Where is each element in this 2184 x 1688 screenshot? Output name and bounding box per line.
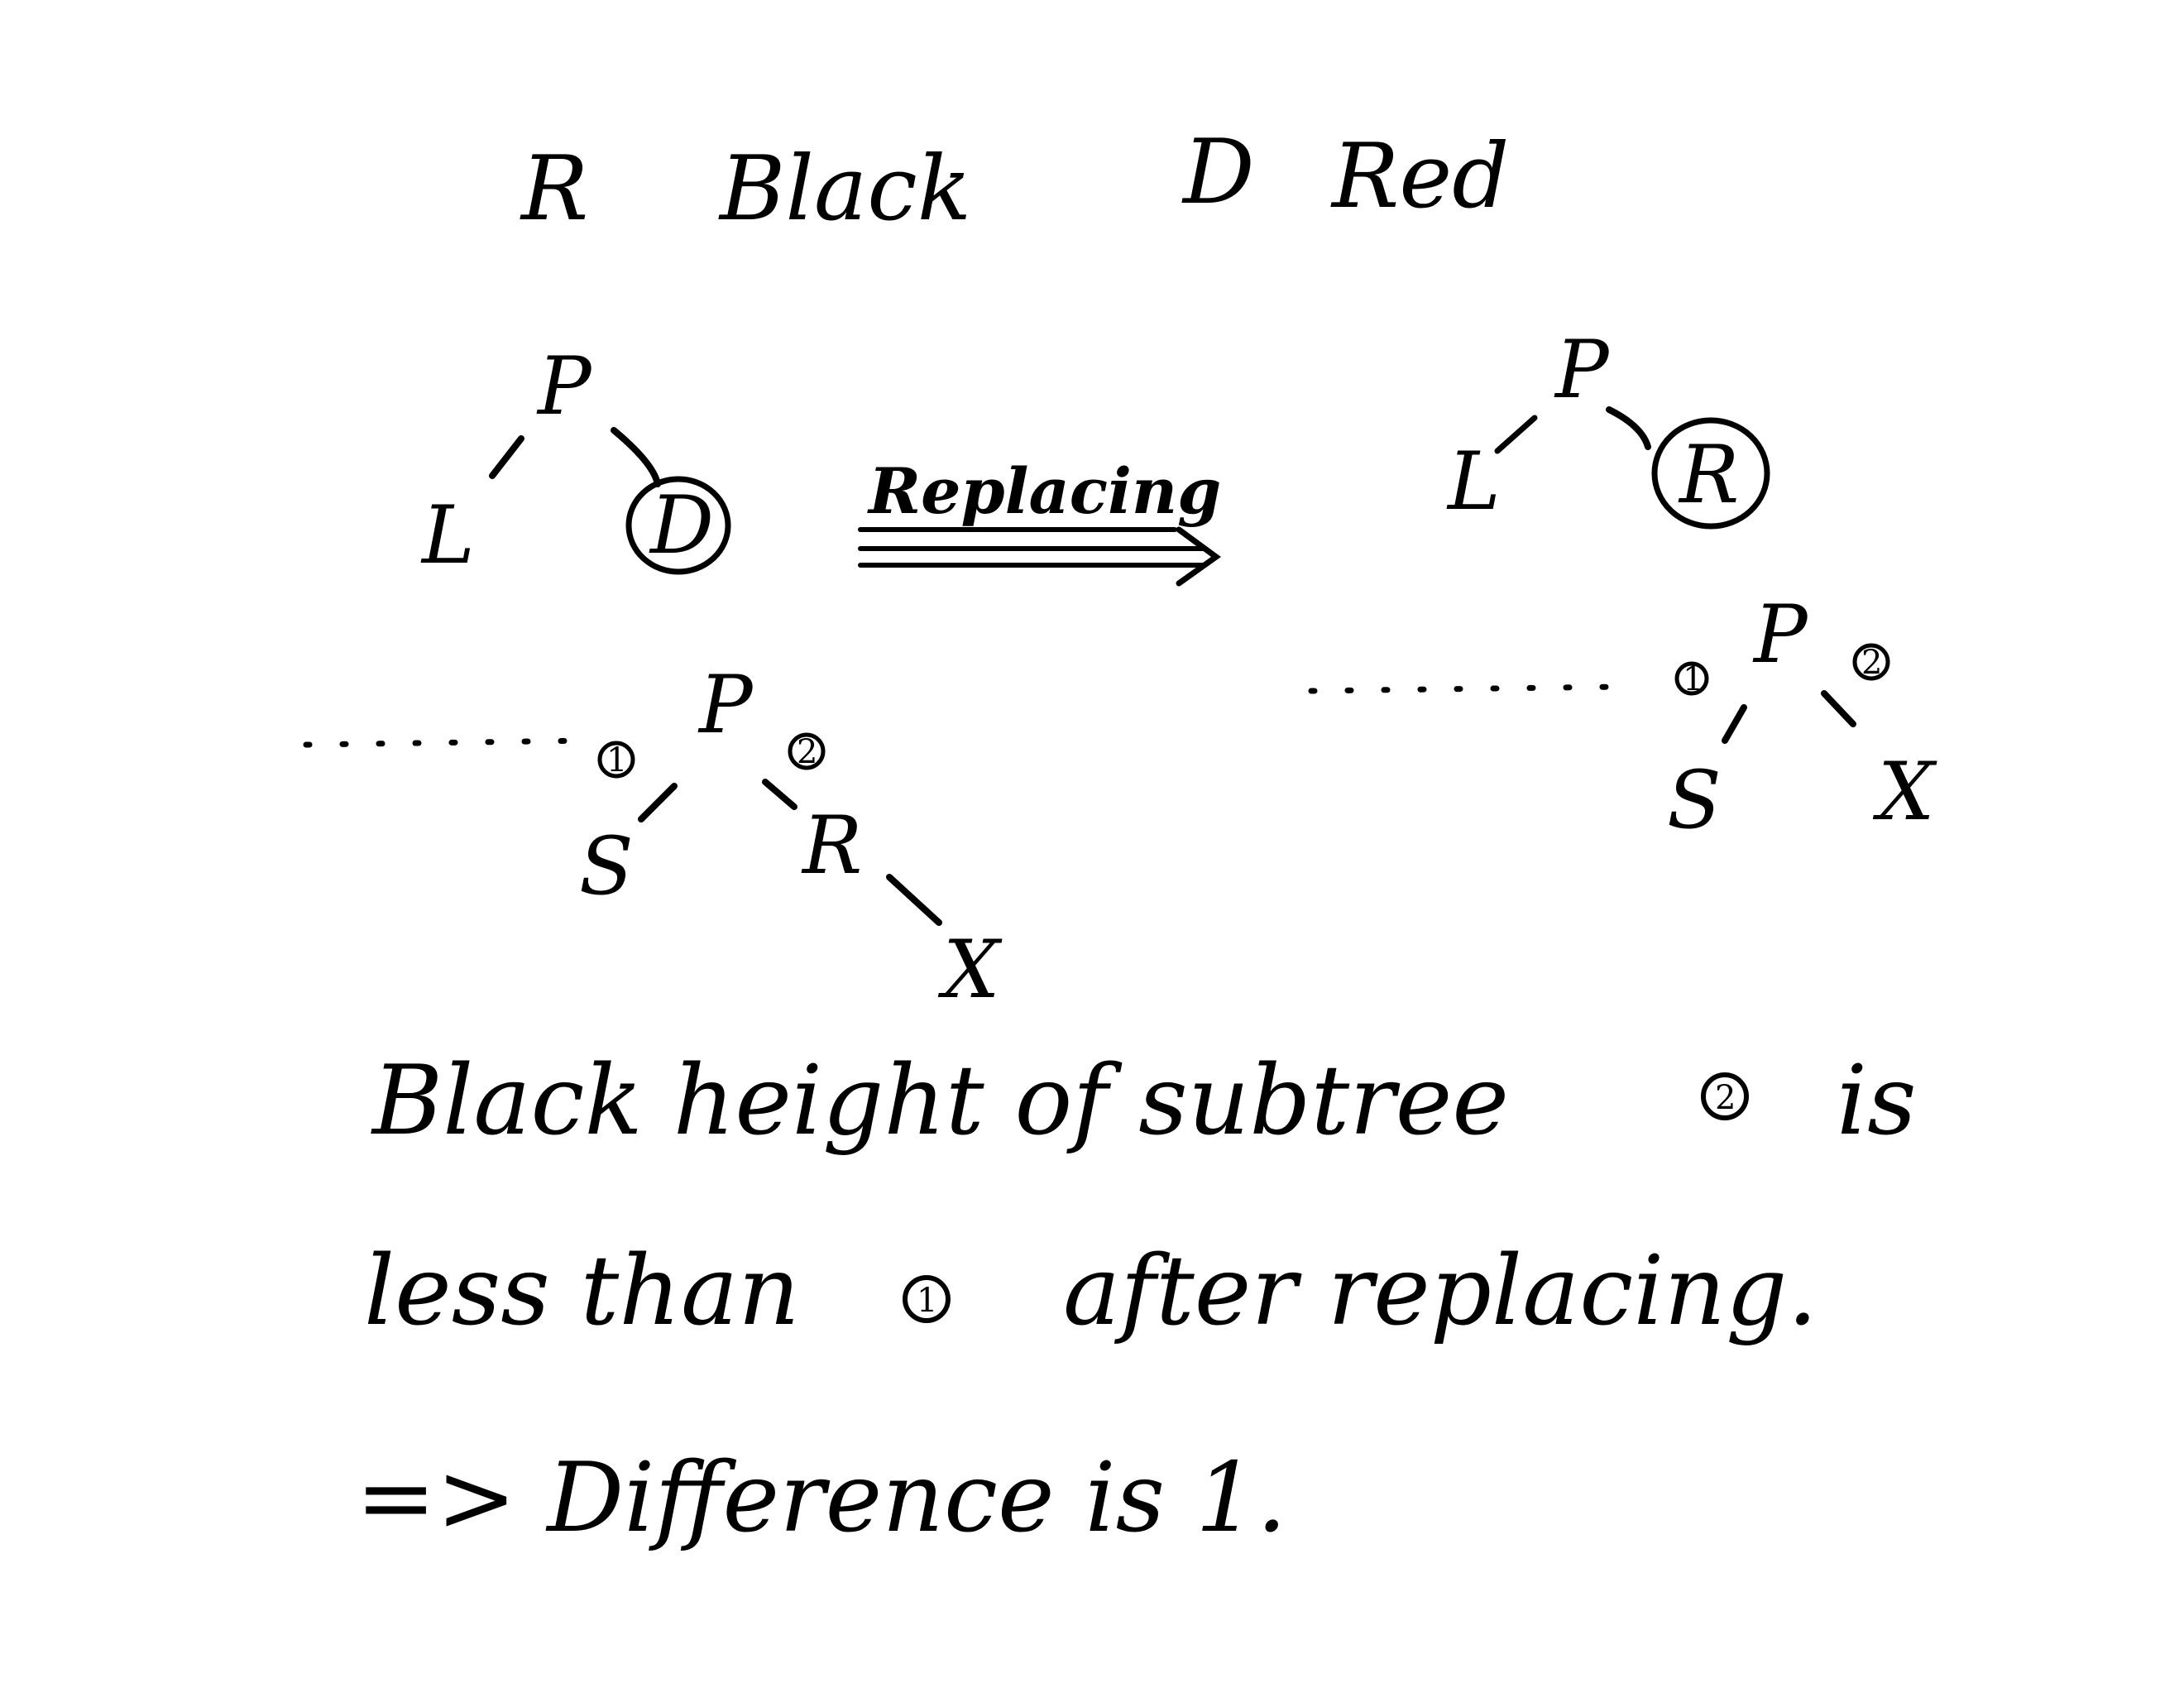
subtree-1-number: 1 bbox=[1683, 660, 1703, 698]
node-d: D bbox=[649, 479, 714, 572]
replacing-arrow: Replacing bbox=[858, 454, 1221, 587]
tree-after-top: P L R bbox=[1446, 324, 1770, 530]
node-s: S bbox=[579, 820, 634, 913]
legend-d-color: Red bbox=[1330, 125, 1509, 228]
arrow-label: Replacing bbox=[867, 454, 1221, 528]
edge-r-x bbox=[886, 874, 942, 926]
node-p: P bbox=[1554, 324, 1610, 416]
edge-p-r bbox=[762, 779, 797, 810]
subtree-2-inline-marker bbox=[1701, 1072, 1749, 1120]
subtree-1-number: 1 bbox=[606, 741, 627, 779]
node-p: P bbox=[536, 340, 592, 433]
line1-number: 2 bbox=[1715, 1079, 1736, 1117]
subtree-2-number: 2 bbox=[797, 733, 817, 771]
subtree-1-inline-marker bbox=[903, 1275, 951, 1323]
line3-text: => Difference is 1. bbox=[356, 1442, 1287, 1554]
line1-end: is bbox=[1837, 1045, 1917, 1157]
edge-p-s bbox=[638, 783, 678, 822]
node-p: P bbox=[697, 659, 754, 751]
edge-p-r bbox=[1606, 406, 1651, 450]
node-x: X bbox=[1872, 746, 1937, 838]
node-r: R bbox=[801, 799, 862, 892]
node-s: S bbox=[1667, 754, 1722, 846]
edge-p-x bbox=[1821, 690, 1856, 727]
node-l: L bbox=[420, 489, 475, 582]
subtree-2-marker bbox=[1852, 643, 1890, 681]
node-x: X bbox=[937, 923, 1003, 1016]
line1-text: Black height of subtree bbox=[371, 1045, 1509, 1157]
node-r: R bbox=[1678, 429, 1739, 521]
line2-text: less than bbox=[364, 1235, 800, 1347]
legend-r-letter: R bbox=[520, 137, 588, 241]
tree-before-top: P L D bbox=[420, 340, 731, 582]
subtree-2-marker bbox=[788, 732, 826, 770]
color-legend: R Black D Red bbox=[520, 121, 1509, 241]
tree-after-bottom: P 1 2 S X bbox=[1308, 588, 1937, 846]
conclusion: Black height of subtree 2 is less than 1… bbox=[356, 1045, 1917, 1554]
edge-p-l bbox=[489, 435, 524, 479]
black-node-circle bbox=[1651, 417, 1770, 530]
arrow-head bbox=[1176, 526, 1221, 587]
edge-p-l bbox=[1494, 415, 1538, 454]
node-p: P bbox=[1752, 588, 1808, 681]
node-l: L bbox=[1446, 435, 1501, 528]
edge-p-d bbox=[611, 427, 661, 487]
legend-d-letter: D bbox=[1181, 121, 1255, 224]
line2-number: 1 bbox=[917, 1282, 937, 1320]
edge-p-s bbox=[1722, 704, 1747, 744]
red-node-circle bbox=[625, 476, 731, 575]
subtree-1-marker bbox=[597, 741, 635, 779]
subtree-1-marker bbox=[1674, 661, 1709, 696]
line2-end: after replacing. bbox=[1063, 1235, 1818, 1347]
dotted-connector bbox=[303, 737, 591, 748]
subtree-2-number: 2 bbox=[1861, 644, 1882, 682]
dotted-connector bbox=[1308, 683, 1621, 694]
legend-r-color: Black bbox=[718, 137, 971, 241]
tree-before-bottom: P 1 2 S R X bbox=[303, 659, 1003, 1016]
